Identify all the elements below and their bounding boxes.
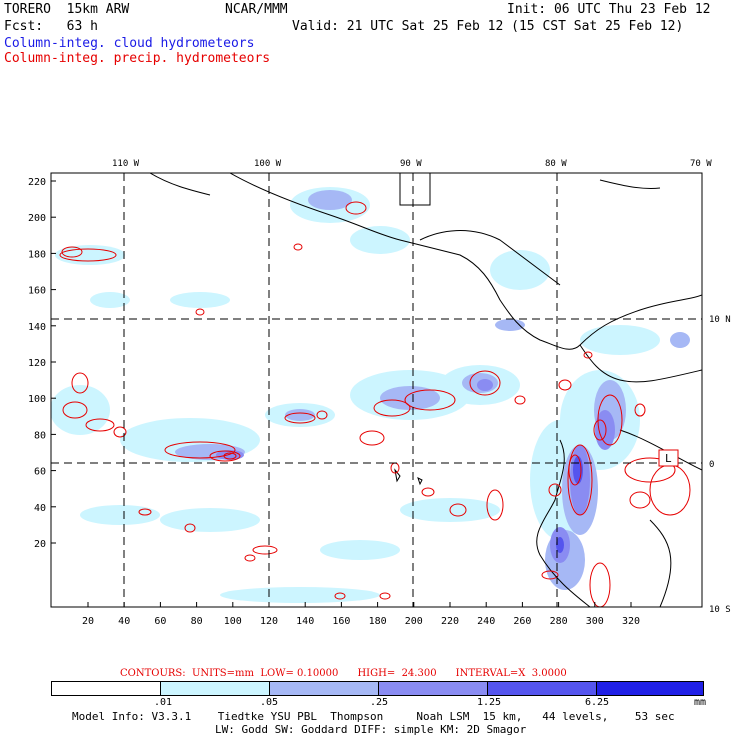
bottom-tick-label: 200 [405,616,423,627]
low-marker-label: L [665,452,672,465]
lon-label-110w: 110 W [112,159,140,169]
color-bin-4 [488,682,597,695]
bottom-tick-label: 20 [82,616,94,627]
color-bin-2 [270,682,379,695]
lon-label-70w: 70 W [690,159,712,169]
left-tick-label: 60 [34,467,46,478]
bottom-tick-label: 160 [332,616,350,627]
left-tick-label: 160 [28,286,46,297]
color-bin-3 [379,682,488,695]
model-title: TORERO 15km ARW [4,2,130,17]
bottom-axis: 20 40 60 80 100 120 140 160 180 200 220 240 260 280 30… [82,602,640,627]
left-axis: 220 200 180 160 140 120 100 80 60 40 20 [28,177,56,550]
init-time: Init: 06 UTC Thu 23 Feb 12 [507,2,711,17]
field-precip-title: Column-integ. precip. hydrometeors [4,51,271,66]
lat-label-10n: 10 N [709,315,731,325]
color-bin-1 [161,682,270,695]
left-tick-label: 120 [28,358,46,369]
valid-time: Valid: 21 UTC Sat 25 Feb 12 (15 CST Sat … [292,19,684,34]
bottom-tick-label: 240 [477,616,495,627]
bottom-tick-label: 120 [260,616,278,627]
lat-label-0: 0 [709,460,714,470]
lat-label-10s: 10 S [709,605,731,615]
left-tick-label: 80 [34,430,46,441]
model-physics: LW: Godd SW: Goddard DIFF: simple KM: 2D… [215,723,527,736]
bin-label-3: 1.25 [477,697,502,708]
left-tick-label: 40 [34,503,46,514]
model-info: Model Info: V3.3.1 Tiedtke YSU PBL Thomp… [72,710,675,723]
low-marker-box [658,449,679,467]
lon-label-90w: 90 W [400,159,422,169]
color-bin-5 [597,682,703,695]
bottom-tick-label: 80 [191,616,203,627]
forecast-hour: Fcst: 63 h [4,19,98,34]
left-tick-label: 100 [28,394,46,405]
bottom-tick-label: 60 [154,616,166,627]
bottom-tick-label: 220 [441,616,459,627]
bottom-tick-label: 100 [224,616,242,627]
bin-label-2: .25 [370,697,389,708]
color-bin-0 [52,682,161,695]
left-tick-label: 140 [28,322,46,333]
color-bar [51,681,704,696]
bin-label-4: 6.25 [585,697,610,708]
bottom-tick-label: 260 [513,616,531,627]
map-frame [50,172,703,608]
bottom-tick-label: 300 [586,616,604,627]
field-cloud-title: Column-integ. cloud hydrometeors [4,36,255,51]
left-tick-label: 180 [28,249,46,260]
bin-unit: mm [694,697,707,708]
lon-label-100w: 100 W [254,159,282,169]
left-tick-label: 220 [28,177,46,188]
bottom-tick-label: 140 [296,616,314,627]
bin-label-1: .05 [260,697,279,708]
left-tick-label: 20 [34,539,46,550]
bottom-tick-label: 320 [622,616,640,627]
lon-label-80w: 80 W [545,159,567,169]
bottom-tick-label: 180 [369,616,387,627]
center-label: NCAR/MMM [225,2,288,17]
bottom-tick-label: 280 [550,616,568,627]
map-fields [51,173,702,607]
bottom-tick-label: 40 [118,616,130,627]
left-tick-label: 200 [28,213,46,224]
bin-label-0: .01 [154,697,173,708]
contour-info: CONTOURS: UNITS=mm LOW= 0.10000 HIGH= 24… [120,668,567,679]
